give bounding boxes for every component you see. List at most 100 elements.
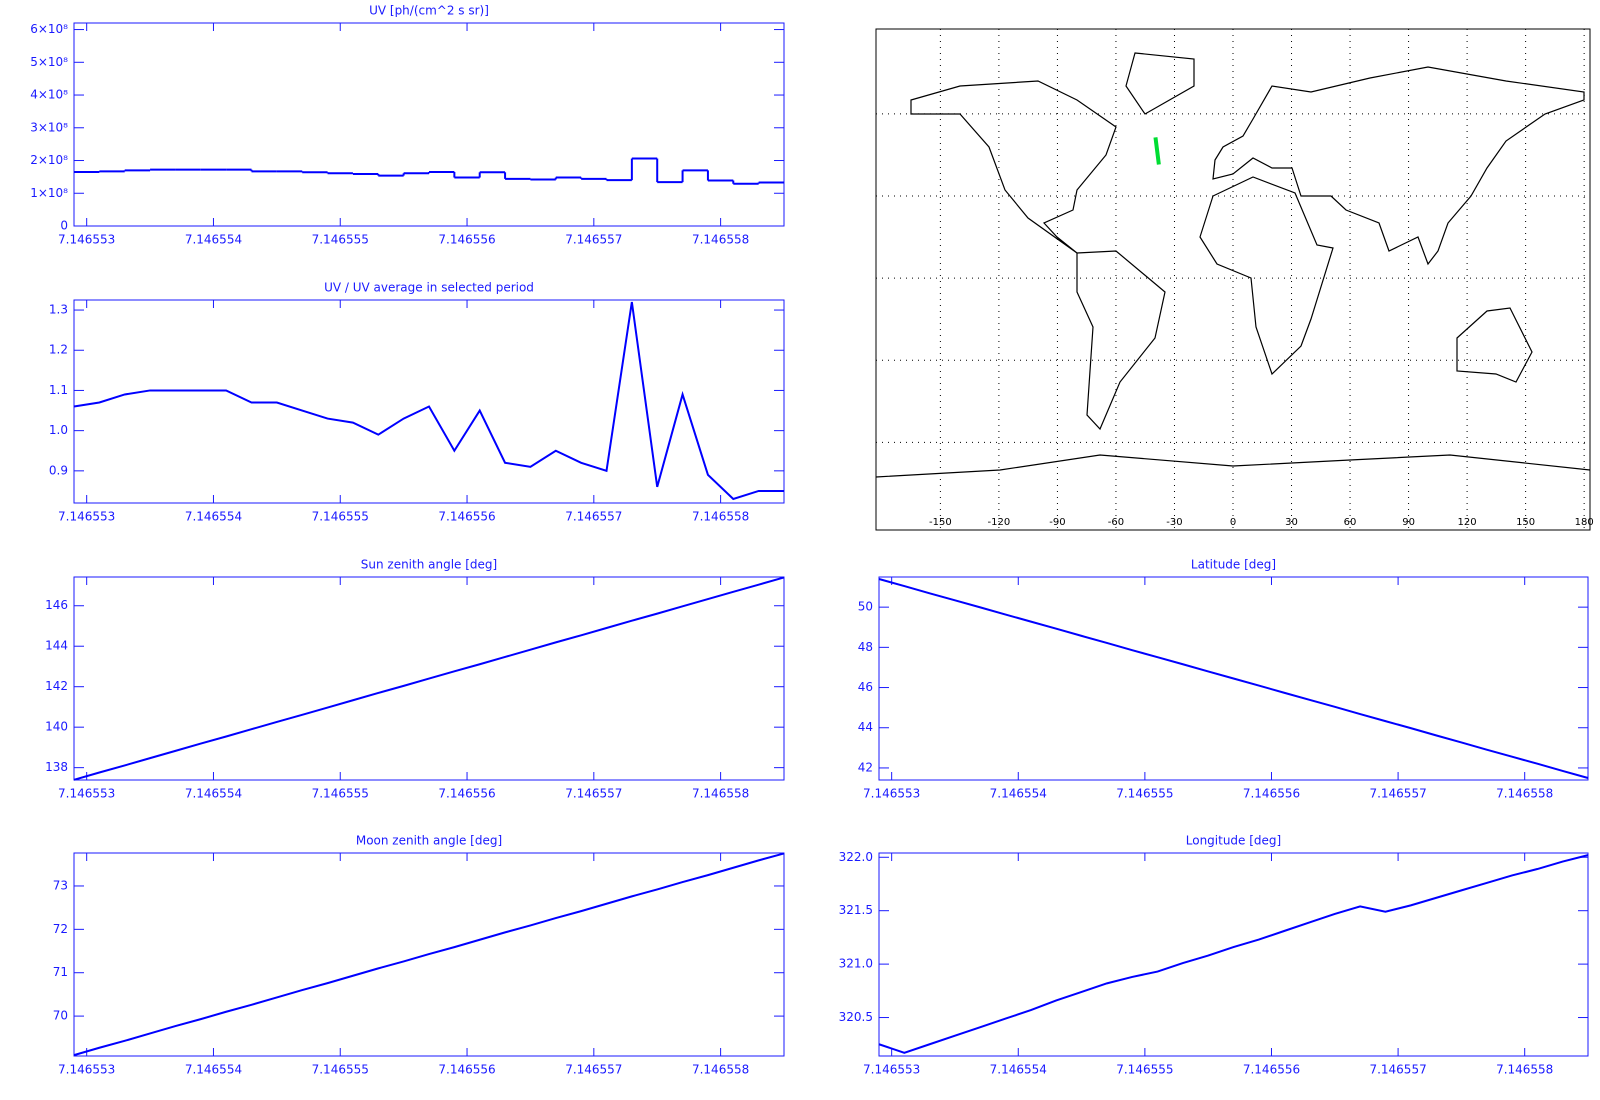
x-tick-label: 7.146557 [1369,787,1426,801]
x-tick-label: 7.146557 [1369,1063,1426,1077]
y-tick-label: 140 [45,720,68,734]
x-tick-label: 7.146556 [438,233,495,247]
y-tick-label: 0.9 [49,463,68,477]
x-tick-label: 7.146555 [1116,787,1173,801]
x-tick-label: 180 [1575,517,1594,528]
x-tick-label: 7.146553 [863,1063,920,1077]
x-tick-label: -30 [1166,517,1182,528]
x-tick-label: 7.146556 [1243,787,1300,801]
x-tick-label: 7.146554 [185,510,242,524]
data-line [73,301,784,501]
plot-frame [73,852,785,1057]
x-tick-label: 7.146557 [565,510,622,524]
x-tick-label: 7.146555 [1116,1063,1173,1077]
chart-title: UV / UV average in selected period [324,281,534,295]
y-tick-label: 1.2 [49,343,68,357]
data-line [878,578,1589,779]
y-tick-label: 73 [53,878,68,892]
x-tick-label: 60 [1344,517,1357,528]
x-tick-label: 7.146558 [1496,787,1553,801]
map-frame [875,28,1591,531]
x-tick-label: 7.146553 [58,510,115,524]
data-line [73,852,785,1057]
coast-australia [1456,307,1533,383]
x-tick-label: 7.146558 [692,233,749,247]
plot-frame [878,852,1589,1057]
chart-title: Latitude [deg] [1191,558,1276,572]
x-tick-label: 90 [1402,517,1415,528]
x-tick-label: 7.146555 [312,233,369,247]
x-tick-label: 120 [1458,517,1477,528]
y-tick-label: 2×10⁸ [30,153,68,167]
x-tick-label: 7.146555 [312,787,369,801]
x-tick-label: 7.146558 [692,787,749,801]
chart-title: Longitude [deg] [1186,834,1281,848]
chart-title: UV [ph/(cm^2 s sr)] [369,4,489,18]
x-tick-label: -150 [929,517,952,528]
y-tick-label: 70 [53,1009,68,1023]
plot-frame [73,299,785,504]
y-tick-label: 71 [53,965,68,979]
x-tick-label: 7.146554 [185,787,242,801]
x-tick-label: 7.146558 [1496,1063,1553,1077]
y-tick-label: 44 [858,720,873,734]
x-tick-label: 7.146556 [1243,1063,1300,1077]
x-tick-label: 30 [1285,517,1298,528]
x-tick-label: 7.146554 [185,1063,242,1077]
data-line [73,576,785,781]
y-tick-label: 146 [45,598,68,612]
plot-frame [73,576,785,781]
y-tick-label: 48 [858,640,873,654]
map-coastlines [875,52,1591,478]
x-tick-label: 7.146553 [58,1063,115,1077]
y-tick-label: 321.0 [839,957,873,971]
y-tick-label: 322.0 [839,850,873,864]
coast-south-america [1076,250,1166,431]
y-tick-label: 1.3 [49,303,68,317]
x-tick-label: 7.146553 [58,233,115,247]
data-line [878,854,1589,1054]
x-tick-label: -60 [1108,517,1124,528]
x-tick-label: 7.146554 [990,787,1047,801]
y-tick-label: 5×10⁸ [30,55,68,69]
y-tick-label: 4×10⁸ [30,88,68,102]
x-tick-label: -120 [988,517,1011,528]
x-tick-label: 7.146554 [185,233,242,247]
x-tick-label: 7.146557 [565,233,622,247]
x-tick-label: 7.146558 [692,1063,749,1077]
x-tick-label: 150 [1516,517,1535,528]
y-tick-label: 50 [858,600,873,614]
x-tick-label: 7.146557 [565,1063,622,1077]
chart-title: Sun zenith angle [deg] [361,558,497,572]
y-tick-label: 42 [858,760,873,774]
y-tick-label: 72 [53,922,68,936]
coast-eurasia [1212,66,1585,266]
y-tick-label: 138 [45,760,68,774]
x-tick-label: 7.146557 [565,787,622,801]
y-tick-label: 1×10⁸ [30,186,68,200]
y-tick-label: 1.0 [49,423,68,437]
y-tick-label: 321.5 [839,903,873,917]
x-tick-label: 7.146553 [58,787,115,801]
x-tick-label: 0 [1230,517,1236,528]
y-tick-label: 1.1 [49,383,68,397]
x-tick-label: 7.146553 [863,787,920,801]
x-tick-label: 7.146554 [990,1063,1047,1077]
x-tick-label: 7.146555 [312,510,369,524]
x-tick-label: 7.146558 [692,510,749,524]
y-tick-label: 0 [60,219,68,233]
coast-greenland [1125,52,1195,115]
x-tick-label: 7.146555 [312,1063,369,1077]
x-tick-label: -90 [1049,517,1065,528]
x-tick-label: 7.146556 [438,787,495,801]
coast-africa [1199,176,1334,376]
y-tick-label: 320.5 [839,1010,873,1024]
y-tick-label: 144 [45,639,68,653]
coast-north-america [910,80,1117,254]
plot-frame [878,576,1589,781]
coast-antarctica [875,454,1591,478]
y-tick-label: 6×10⁸ [30,22,68,36]
y-tick-label: 142 [45,679,68,693]
